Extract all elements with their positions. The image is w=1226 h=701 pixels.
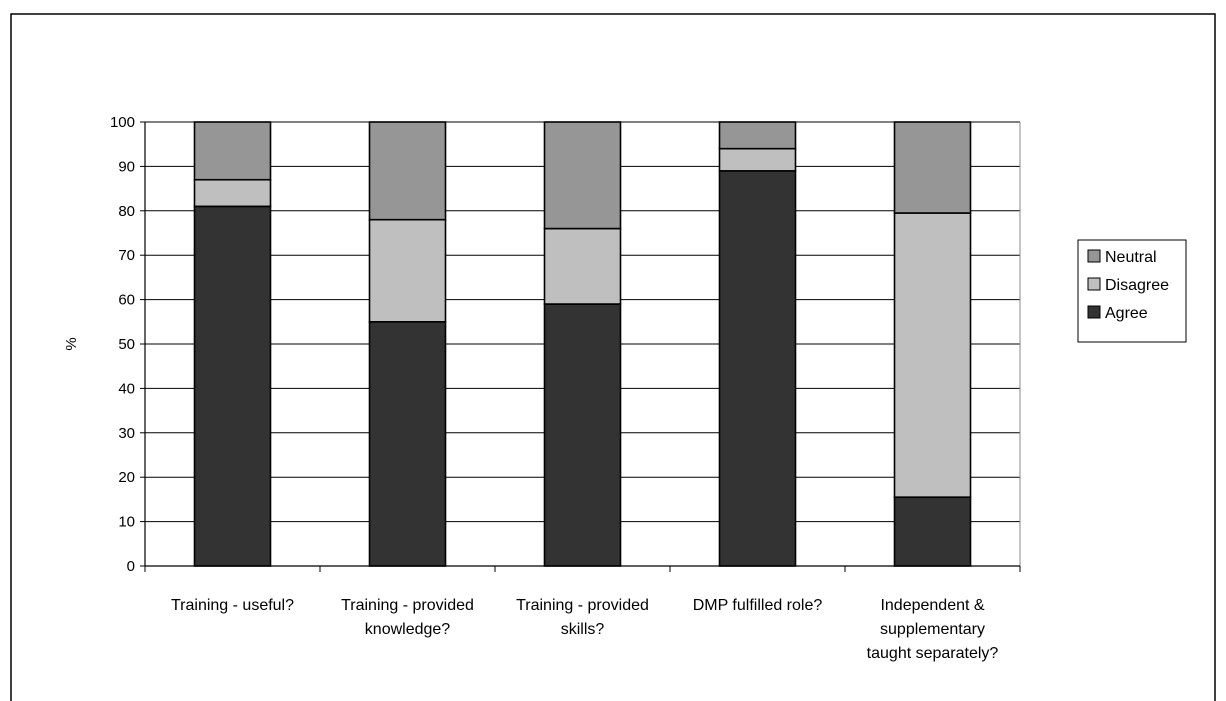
x-category-label: Training - useful? [171,597,294,614]
legend-swatch-neutral [1087,249,1101,263]
y-tick-label: 90 [118,158,135,175]
y-tick-label: 0 [127,558,135,575]
x-category-label: Training - provided knowledge? [341,597,474,638]
legend: Neutral Disagree Agree [1077,239,1187,343]
bar-segment-agree [368,320,447,567]
x-category-label: Training - provided skills? [516,597,649,638]
bar-segment-disagree [193,178,272,208]
bar-segment-agree [893,496,972,567]
bar-segment-agree [543,303,622,567]
x-category-label: Independent & supplementary taught separat… [867,597,999,662]
x-category-labels: Training - useful? Training - provided kno… [171,597,998,662]
bar-segment-disagree [543,227,622,305]
y-tick-label: 60 [118,292,135,309]
axes [140,121,1021,572]
y-tick-label: 30 [118,425,135,442]
y-tick-label: 100 [110,114,135,131]
legend-swatch-agree [1087,305,1101,319]
bar-segment-disagree [368,218,447,323]
y-tick-label: 20 [118,469,135,486]
y-tick-label: 70 [118,247,135,264]
bar-segment-neutral [893,121,972,214]
bar-segment-neutral [718,121,797,150]
bars [193,121,972,567]
legend-label-neutral: Neutral [1105,249,1157,266]
bar-segment-neutral [543,121,622,230]
y-tick-labels: 0 10 20 30 40 50 60 70 80 90 100 [110,114,135,575]
legend-label-disagree: Disagree [1105,277,1169,294]
bar-segment-neutral [368,121,447,221]
bar-segment-agree [718,170,797,567]
y-tick-label: 10 [118,514,135,531]
bar-segment-neutral [193,121,272,181]
x-category-label: DMP fulfilled role? [693,597,823,614]
y-tick-label: 40 [118,380,135,397]
legend-swatch-disagree [1087,277,1101,291]
bar-segment-disagree [718,147,797,172]
y-axis-title: % [63,337,80,350]
y-tick-label: 80 [118,203,135,220]
bar-segment-agree [193,205,272,567]
legend-label-agree: Agree [1105,305,1148,322]
bar-segment-disagree [893,212,972,498]
y-tick-label: 50 [118,336,135,353]
